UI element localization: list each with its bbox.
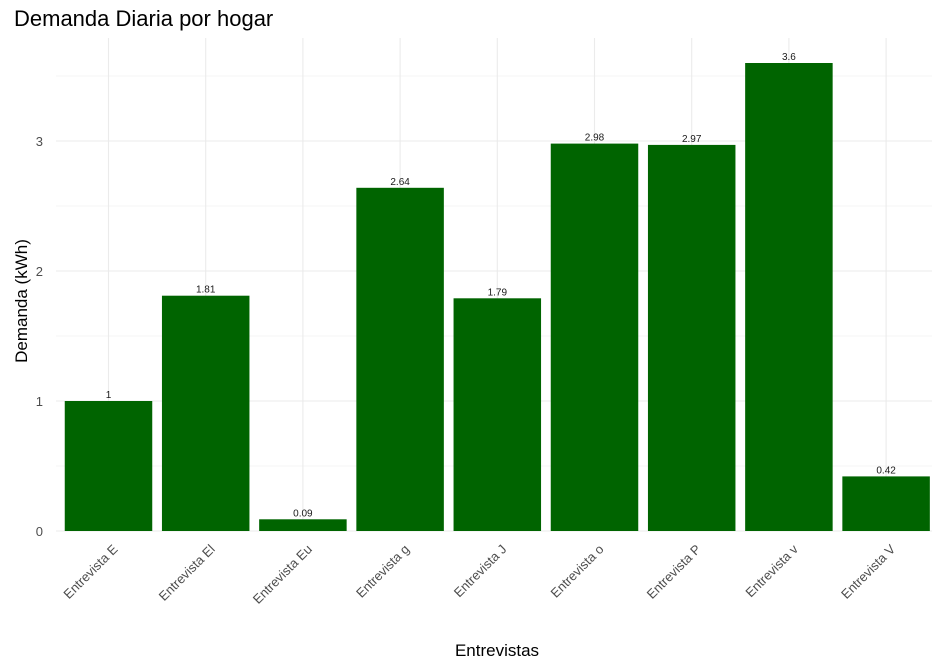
bar xyxy=(550,143,639,531)
data-label: 1 xyxy=(106,390,112,401)
x-tick-label: Entrevista El xyxy=(156,541,218,603)
bar xyxy=(356,187,444,532)
x-tick-label: Entrevista v xyxy=(742,541,801,600)
bar xyxy=(453,298,542,531)
bar xyxy=(842,476,930,531)
data-label: 1.81 xyxy=(196,285,216,296)
bar xyxy=(161,295,250,531)
data-label: 2.64 xyxy=(390,177,410,188)
y-tick-label: 0 xyxy=(36,524,43,539)
x-tick-label: Entrevista o xyxy=(547,542,606,601)
x-tick-label: Entrevista Eu xyxy=(250,542,315,607)
x-tick-label: Entrevista P xyxy=(644,542,704,602)
data-label: 2.98 xyxy=(585,133,605,144)
bar xyxy=(259,519,347,531)
x-axis-title: Entrevistas xyxy=(455,641,539,660)
x-tick-label: Entrevista V xyxy=(838,541,898,601)
data-label-layer: 1 1.81 0.09 2.64 1.79 2.98 2.97 3.6 0.42 xyxy=(106,52,897,519)
bar xyxy=(745,63,833,531)
bar-layer xyxy=(64,63,930,532)
data-label: 2.97 xyxy=(682,134,702,145)
data-label: 0.09 xyxy=(293,508,313,519)
x-tick-label: Entrevista J xyxy=(451,542,510,601)
x-tick-label: Entrevista E xyxy=(60,541,120,601)
data-label: 3.6 xyxy=(782,52,796,63)
y-tick-label: 3 xyxy=(36,134,43,149)
y-axis-title: Demanda (kWh) xyxy=(12,239,31,363)
bar xyxy=(647,144,736,531)
y-tick-label: 1 xyxy=(36,394,43,409)
x-tick-label: Entrevista g xyxy=(353,542,412,601)
y-tick-label: 2 xyxy=(36,264,43,279)
chart-title: Demanda Diaria por hogar xyxy=(14,6,274,31)
data-label: 0.42 xyxy=(876,465,896,476)
data-label: 1.79 xyxy=(488,287,508,298)
bar xyxy=(64,401,153,531)
